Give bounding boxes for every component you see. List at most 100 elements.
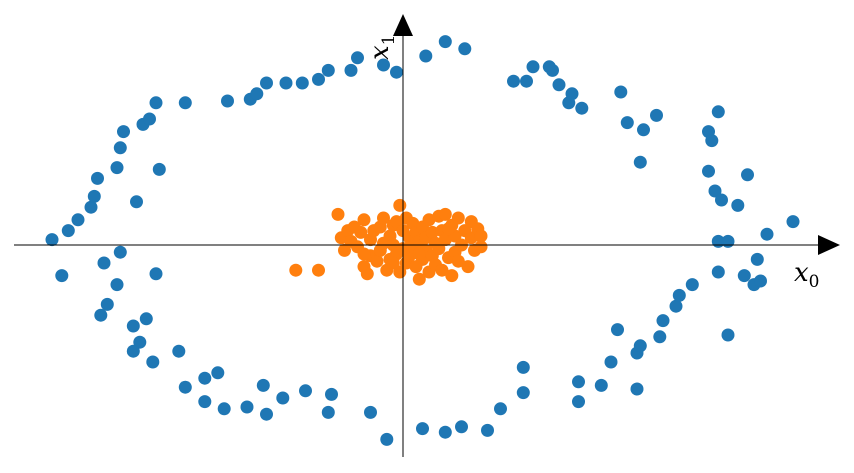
series-0-point-7: [94, 308, 108, 322]
series-0-point-102: [741, 168, 754, 182]
series-0-point-45: [321, 63, 335, 77]
series-0-point-55: [419, 49, 433, 63]
x-axis-label-subscript: 0: [809, 272, 820, 292]
series-0-point-46: [321, 405, 335, 419]
series-0-point-1: [55, 269, 69, 283]
series-0-point-44: [312, 72, 325, 86]
series-0-point-19: [126, 344, 140, 358]
series-0-point-97: [711, 265, 725, 279]
series-1-point-73: [474, 240, 488, 254]
series-1-point-19: [377, 211, 390, 225]
series-0-point-16: [133, 335, 147, 349]
series-0-point-13: [113, 141, 127, 155]
series-0-point-56: [438, 425, 452, 439]
series-0-point-63: [516, 386, 530, 400]
series-0-point-90: [685, 278, 699, 292]
series-0-point-10: [110, 278, 124, 292]
series-1-point-64: [451, 254, 465, 268]
series-0-point-78: [614, 85, 628, 99]
series-0-point-29: [198, 371, 212, 385]
series-0-point-14: [117, 125, 130, 139]
series-1-point-9: [354, 225, 368, 239]
series-0-point-17: [139, 312, 153, 326]
series-0-point-3: [71, 213, 85, 227]
series-0-point-69: [552, 78, 566, 92]
series-0-point-100: [731, 198, 745, 212]
series-0-point-23: [152, 162, 166, 176]
y-axis-label-subscript: 1: [379, 35, 399, 46]
series-0-point-75: [594, 378, 608, 392]
series-0-point-36: [250, 87, 264, 101]
y-axis-arrowhead: [393, 14, 413, 36]
series-0-point-59: [458, 42, 472, 56]
series-0-point-76: [604, 355, 618, 369]
series-0-point-87: [656, 314, 670, 328]
series-0-point-58: [455, 420, 468, 434]
series-0-point-26: [172, 344, 186, 358]
series-0-point-79: [620, 116, 634, 130]
series-1-point-67: [461, 260, 475, 274]
series-0-point-40: [276, 391, 290, 405]
series-0-point-71: [572, 395, 585, 409]
series-0-point-11: [113, 245, 127, 259]
series-0-point-61: [494, 402, 507, 416]
series-0-point-38: [260, 407, 273, 421]
series-0-point-4: [84, 200, 98, 214]
series-0-point-89: [672, 288, 686, 302]
series-0-point-21: [143, 112, 156, 126]
x-axis-label: x0: [794, 258, 820, 292]
series-0-point-98: [715, 193, 728, 207]
series-0-point-88: [669, 299, 683, 313]
series-1-point-77: [442, 222, 455, 236]
series-1-point-1: [312, 263, 325, 277]
series-0-point-15: [126, 319, 140, 333]
series-0-point-37: [256, 378, 270, 392]
series-1-point-2: [331, 207, 345, 221]
series-1-point-68: [464, 231, 478, 245]
series-0-point-77: [611, 323, 624, 337]
series-0-point-52: [380, 432, 394, 446]
series-0-point-42: [295, 76, 309, 90]
series-0-point-8: [97, 256, 111, 270]
series-0-point-48: [344, 63, 358, 77]
series-1-point-40: [412, 272, 426, 286]
series-0-point-99: [721, 234, 735, 248]
series-0-point-12: [110, 161, 124, 175]
series-1-point-63: [451, 211, 465, 225]
series-1-point-4: [338, 243, 351, 257]
series-0-point-2: [61, 224, 75, 238]
series-0-point-43: [299, 384, 312, 398]
series-0-point-86: [653, 330, 667, 344]
y-axis-label: x1: [365, 35, 399, 61]
series-1-point-76: [386, 256, 400, 270]
series-0-point-53: [390, 65, 403, 79]
series-0-point-24: [149, 96, 163, 110]
series-0-point-68: [546, 63, 559, 77]
series-0-point-101: [737, 269, 751, 283]
series-0-point-0: [45, 233, 59, 247]
series-0-point-108: [721, 328, 735, 342]
series-0-point-73: [565, 87, 579, 101]
series-0-point-107: [786, 215, 800, 229]
series-0-point-85: [650, 108, 663, 122]
series-0-point-51: [377, 58, 390, 72]
series-1-point-11: [357, 213, 371, 227]
series-0-point-5: [87, 189, 101, 203]
series-0-point-66: [526, 60, 540, 74]
series-0-point-22: [149, 267, 163, 281]
series-0-point-32: [217, 402, 231, 416]
series-0-point-91: [702, 164, 715, 178]
series-0-point-25: [146, 355, 160, 369]
series-0-point-30: [198, 395, 212, 409]
series-0-point-33: [221, 94, 234, 108]
series-1-point-26: [390, 215, 403, 229]
series-0-point-50: [364, 405, 377, 419]
series-0-point-106: [760, 227, 774, 241]
series-0-point-104: [750, 252, 764, 266]
series-0-point-54: [416, 422, 429, 436]
series-0-point-9: [100, 297, 114, 311]
series-0-point-64: [516, 360, 530, 374]
series-0-point-27: [178, 380, 192, 394]
series-0-point-28: [178, 96, 192, 110]
series-0-point-80: [630, 382, 644, 396]
